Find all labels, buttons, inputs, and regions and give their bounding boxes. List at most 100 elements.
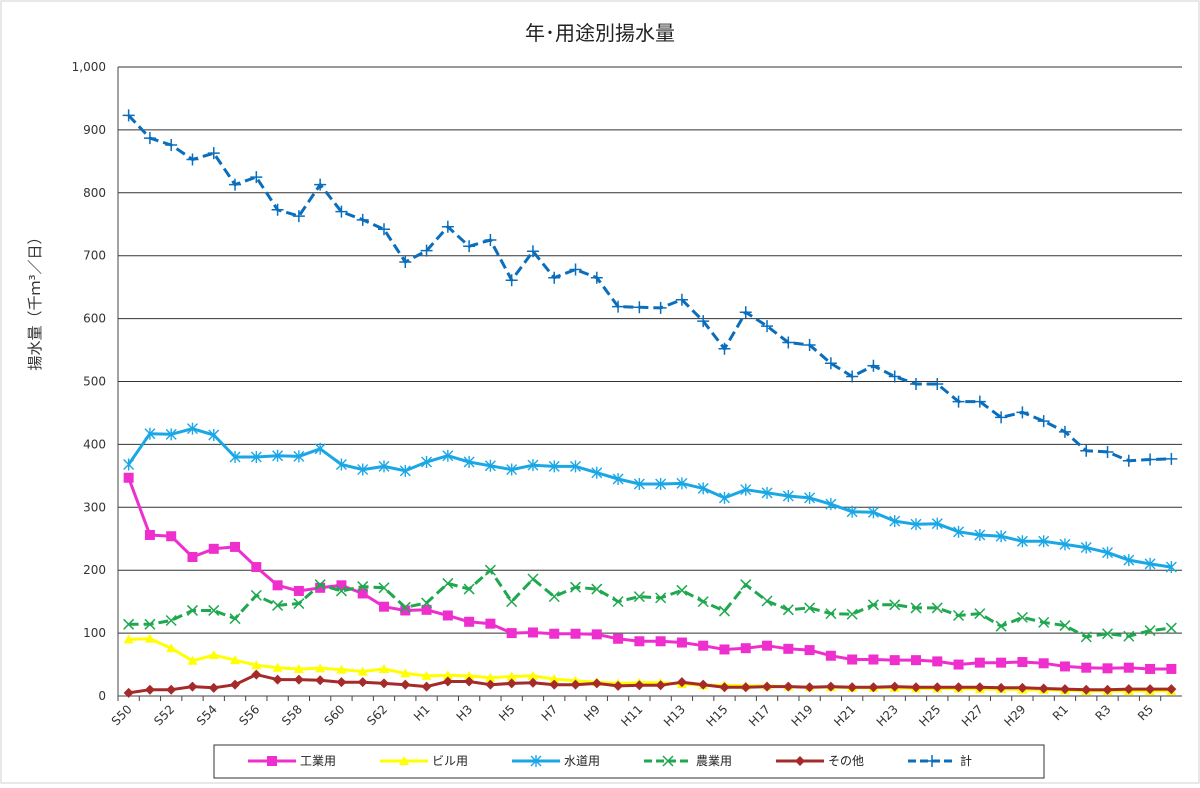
data-point <box>662 755 674 767</box>
data-point <box>230 541 241 552</box>
data-point <box>293 598 305 610</box>
legend-label: 工業用 <box>300 754 336 768</box>
data-point <box>974 657 985 668</box>
data-point <box>144 618 156 630</box>
data-point <box>442 449 454 462</box>
data-point <box>1123 662 1134 673</box>
data-point <box>868 682 879 693</box>
y-tick-label: 800 <box>83 186 106 200</box>
y-tick-label: 900 <box>83 123 106 137</box>
data-point <box>889 599 901 611</box>
data-point <box>675 293 688 306</box>
x-tick-label: R5 <box>1135 702 1156 723</box>
data-point <box>357 581 369 593</box>
legend-item: 水道用 <box>512 754 600 768</box>
data-point <box>314 178 327 191</box>
data-point <box>144 427 156 440</box>
data-point <box>442 610 453 621</box>
data-point <box>1080 444 1093 457</box>
data-point <box>527 677 538 688</box>
data-point <box>208 428 220 441</box>
data-point <box>549 628 560 639</box>
data-point <box>762 681 773 692</box>
data-point <box>995 411 1008 424</box>
data-point <box>569 263 582 276</box>
data-point <box>1038 535 1050 548</box>
data-point <box>314 442 326 455</box>
data-point <box>1123 554 1135 567</box>
data-point <box>272 599 284 611</box>
data-point <box>484 233 497 246</box>
data-point <box>804 682 815 693</box>
data-point <box>123 618 135 630</box>
data-point <box>612 596 624 608</box>
data-point <box>931 602 943 614</box>
data-point <box>824 357 837 370</box>
data-point <box>506 671 517 681</box>
data-point <box>1081 662 1092 673</box>
data-point <box>1144 453 1157 466</box>
data-point <box>996 657 1007 668</box>
x-tick-label: H27 <box>959 702 986 729</box>
legend-item: 農業用 <box>644 754 732 768</box>
data-point <box>271 203 284 216</box>
data-point <box>208 650 219 660</box>
data-point <box>932 682 943 693</box>
data-point <box>1080 631 1092 643</box>
data-point <box>336 664 347 674</box>
data-point <box>250 450 262 463</box>
data-point <box>357 666 368 676</box>
data-point <box>1038 683 1049 694</box>
series-line <box>127 477 1172 671</box>
data-point <box>250 589 262 601</box>
data-point <box>1144 557 1156 570</box>
data-point <box>910 378 922 391</box>
data-point <box>336 580 347 591</box>
data-point <box>953 682 964 693</box>
legend: 工業用 ビル用 水道用 農業用 その他 計 <box>213 744 1045 779</box>
data-point <box>251 669 262 680</box>
data-point <box>442 577 454 589</box>
data-point <box>911 655 921 666</box>
data-point <box>718 605 731 617</box>
data-point <box>251 562 262 573</box>
data-point <box>485 679 496 690</box>
data-point <box>932 656 943 667</box>
data-point <box>676 677 687 688</box>
data-point <box>846 370 859 383</box>
series-layer <box>122 109 1178 698</box>
data-point <box>399 464 411 477</box>
data-point <box>527 627 538 638</box>
data-point <box>165 614 177 627</box>
data-point <box>421 597 433 609</box>
data-point <box>740 483 752 496</box>
data-point <box>825 650 836 661</box>
data-point <box>655 636 666 647</box>
data-point <box>336 677 347 688</box>
data-point <box>166 531 177 542</box>
data-point <box>144 633 155 643</box>
y-tick-label: 300 <box>83 500 106 514</box>
data-point <box>974 608 986 620</box>
data-point <box>867 599 879 611</box>
data-point <box>633 478 645 491</box>
data-point <box>463 240 476 253</box>
data-point <box>272 449 284 462</box>
legend-label: その他 <box>828 754 864 768</box>
data-point <box>1016 611 1028 623</box>
data-point <box>421 604 432 615</box>
data-point <box>761 486 773 499</box>
data-point <box>591 583 603 595</box>
x-tick-label: S50 <box>109 702 135 728</box>
data-point <box>485 672 496 682</box>
data-point <box>549 674 560 684</box>
legend-item: ビル用 <box>380 754 468 768</box>
x-tick-label: H19 <box>789 702 816 729</box>
data-point <box>463 583 475 595</box>
data-point <box>1059 538 1071 551</box>
data-point <box>400 668 411 678</box>
y-tick-label: 1,000 <box>72 60 106 74</box>
y-tick-label: 600 <box>83 312 106 326</box>
series-line <box>128 637 1172 693</box>
data-point <box>229 613 241 625</box>
